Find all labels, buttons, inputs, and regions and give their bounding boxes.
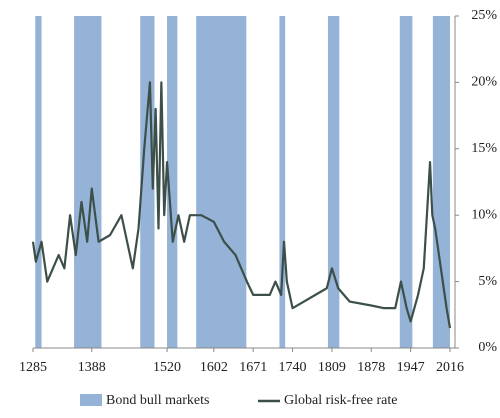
band — [35, 16, 42, 348]
band — [399, 16, 413, 348]
legend-label: Bond bull markets — [106, 393, 209, 408]
y-tick-label: 15% — [471, 141, 497, 156]
x-tick-label: 1878 — [357, 360, 385, 375]
x-tick-label: 1388 — [78, 360, 106, 375]
band — [279, 16, 286, 348]
x-tick-label: 1602 — [200, 360, 228, 375]
x-tick-label: 1947 — [397, 360, 425, 375]
y-tick-label: 10% — [471, 207, 497, 222]
y-tick-label: 0% — [478, 340, 497, 355]
x-tick-label: 1671 — [239, 360, 267, 375]
y-tick-label: 25% — [471, 8, 497, 23]
band — [196, 16, 247, 348]
legend-label: Global risk-free rate — [284, 393, 398, 408]
band — [327, 16, 340, 348]
y-tick-label: 20% — [471, 75, 497, 90]
x-tick-label: 2016 — [436, 360, 464, 375]
band — [432, 16, 450, 348]
x-tick-label: 1809 — [318, 360, 346, 375]
band — [74, 16, 102, 348]
y-tick-label: 5% — [478, 274, 497, 289]
x-tick-label: 1285 — [19, 360, 47, 375]
band — [167, 16, 178, 348]
legend-swatch — [80, 394, 102, 406]
x-tick-label: 1520 — [153, 360, 181, 375]
x-tick-label: 1740 — [279, 360, 307, 375]
line — [31, 81, 452, 329]
